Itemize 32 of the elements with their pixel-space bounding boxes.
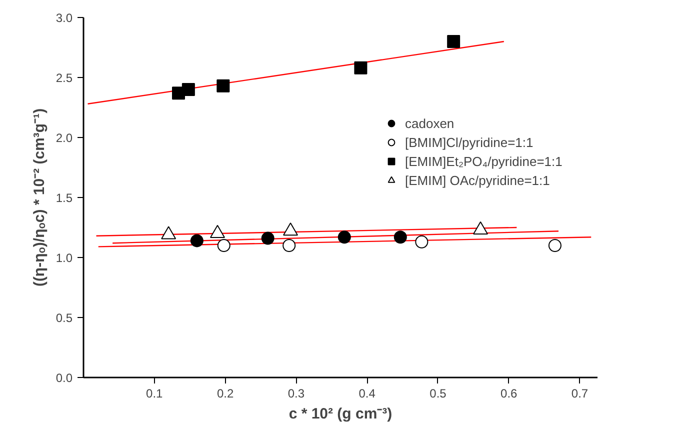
point xyxy=(216,79,230,92)
legend-label: [EMIM] OAc/pyridine=1:1 xyxy=(405,172,550,189)
point xyxy=(354,61,368,74)
point xyxy=(217,239,230,252)
point xyxy=(394,230,407,244)
x-tick-label: 0.7 xyxy=(571,386,588,400)
legend-label: [BMIM]Cl/pyridine=1:1 xyxy=(405,134,534,151)
y-tick-label: 1.0 xyxy=(56,251,73,265)
y-tick-label: 0.5 xyxy=(56,311,73,325)
y-tick-label: 2.5 xyxy=(56,71,73,85)
legend-label: cadoxen xyxy=(405,114,454,132)
point xyxy=(190,234,204,248)
x-tick-label: 0.4 xyxy=(358,386,376,400)
x-tick-label: 0.1 xyxy=(146,386,164,400)
x-tick-label: 0.5 xyxy=(430,386,447,400)
y-tick-label: 0.0 xyxy=(56,371,73,385)
point xyxy=(548,239,562,252)
y-tick-label: 3.0 xyxy=(56,11,73,25)
point xyxy=(447,35,460,48)
y-tick-label: 2.0 xyxy=(56,131,73,145)
point xyxy=(182,83,195,96)
x-tick-label: 0.2 xyxy=(216,386,234,400)
y-axis-title: ((η-ηₒ)/ηₒc) * 10⁻² (cm³g⁻¹) xyxy=(30,108,48,287)
point xyxy=(261,232,274,245)
x-tick-label: 0.6 xyxy=(500,386,518,400)
y-tick-label: 1.5 xyxy=(56,191,73,205)
x-axis-title: c * 10² (g cm⁻³) xyxy=(288,406,392,422)
point xyxy=(282,239,296,252)
x-tick-label: 0.3 xyxy=(288,386,305,400)
point xyxy=(415,235,428,248)
legend-label: [EMIM]Et₂PO₄/pyridine=1:1 xyxy=(405,152,562,170)
point xyxy=(338,230,351,244)
